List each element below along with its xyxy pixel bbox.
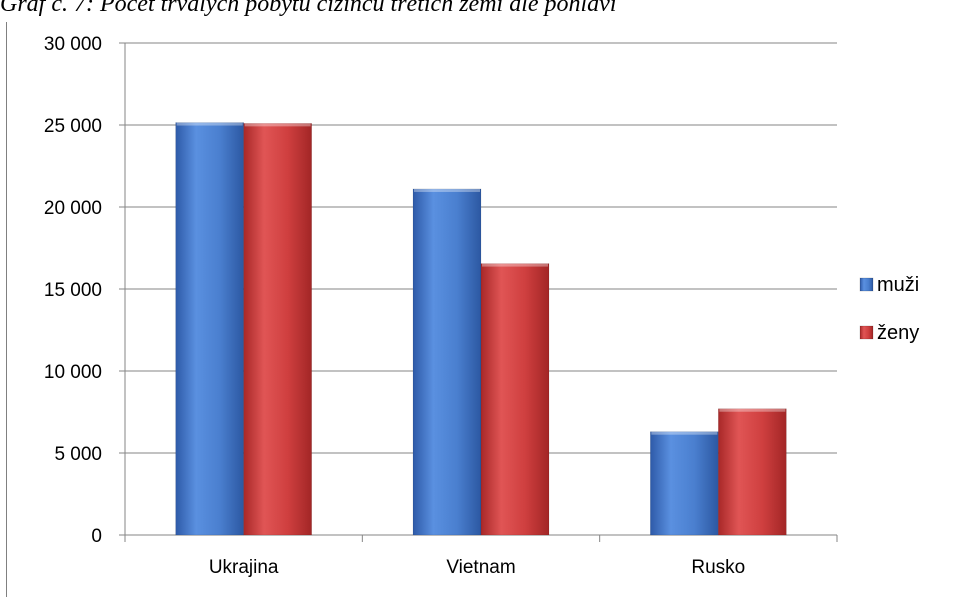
bar-ženy-Ukrajina bbox=[243, 123, 312, 536]
bar-highlight bbox=[414, 188, 480, 192]
bar-muži-Ukrajina bbox=[175, 122, 244, 536]
y-tick-label: 0 bbox=[91, 526, 102, 547]
bars bbox=[175, 122, 787, 536]
legend-label: muži bbox=[877, 274, 919, 296]
bar-highlight bbox=[176, 122, 243, 126]
legend-label: ženy bbox=[877, 322, 919, 344]
legend-swatch bbox=[859, 325, 874, 340]
x-tick-label: Vietnam bbox=[446, 557, 515, 578]
y-tick-label: 5 000 bbox=[54, 444, 102, 465]
y-tick-label: 15 000 bbox=[44, 280, 102, 301]
bar-highlight bbox=[719, 408, 786, 412]
bar-highlight bbox=[244, 123, 311, 127]
bar-ženy-Vietnam bbox=[480, 263, 550, 536]
x-tick-label: Rusko bbox=[691, 557, 745, 578]
bar-highlight bbox=[651, 431, 718, 435]
chart-caption: Graf č. 7: Počet trvalých pobytů cizinců… bbox=[0, 0, 617, 17]
legend: muži ženy bbox=[859, 274, 919, 344]
legend-swatch bbox=[859, 277, 874, 292]
y-tick-label: 25 000 bbox=[44, 116, 102, 137]
y-tick-label: 20 000 bbox=[44, 198, 102, 219]
x-tick-label: Ukrajina bbox=[209, 557, 279, 578]
bar-ženy-Rusko bbox=[718, 408, 787, 536]
y-tick-label: 30 000 bbox=[44, 34, 102, 55]
y-tick-label: 10 000 bbox=[44, 362, 102, 383]
bar-muži-Vietnam bbox=[412, 188, 482, 536]
tick-labels: 0 5 000 10 000 15 000 20 000 25 000 30 000 Ukra… bbox=[44, 34, 745, 578]
chart-frame bbox=[6, 22, 973, 597]
bar-highlight bbox=[482, 263, 548, 267]
bar-muži-Rusko bbox=[650, 431, 719, 536]
